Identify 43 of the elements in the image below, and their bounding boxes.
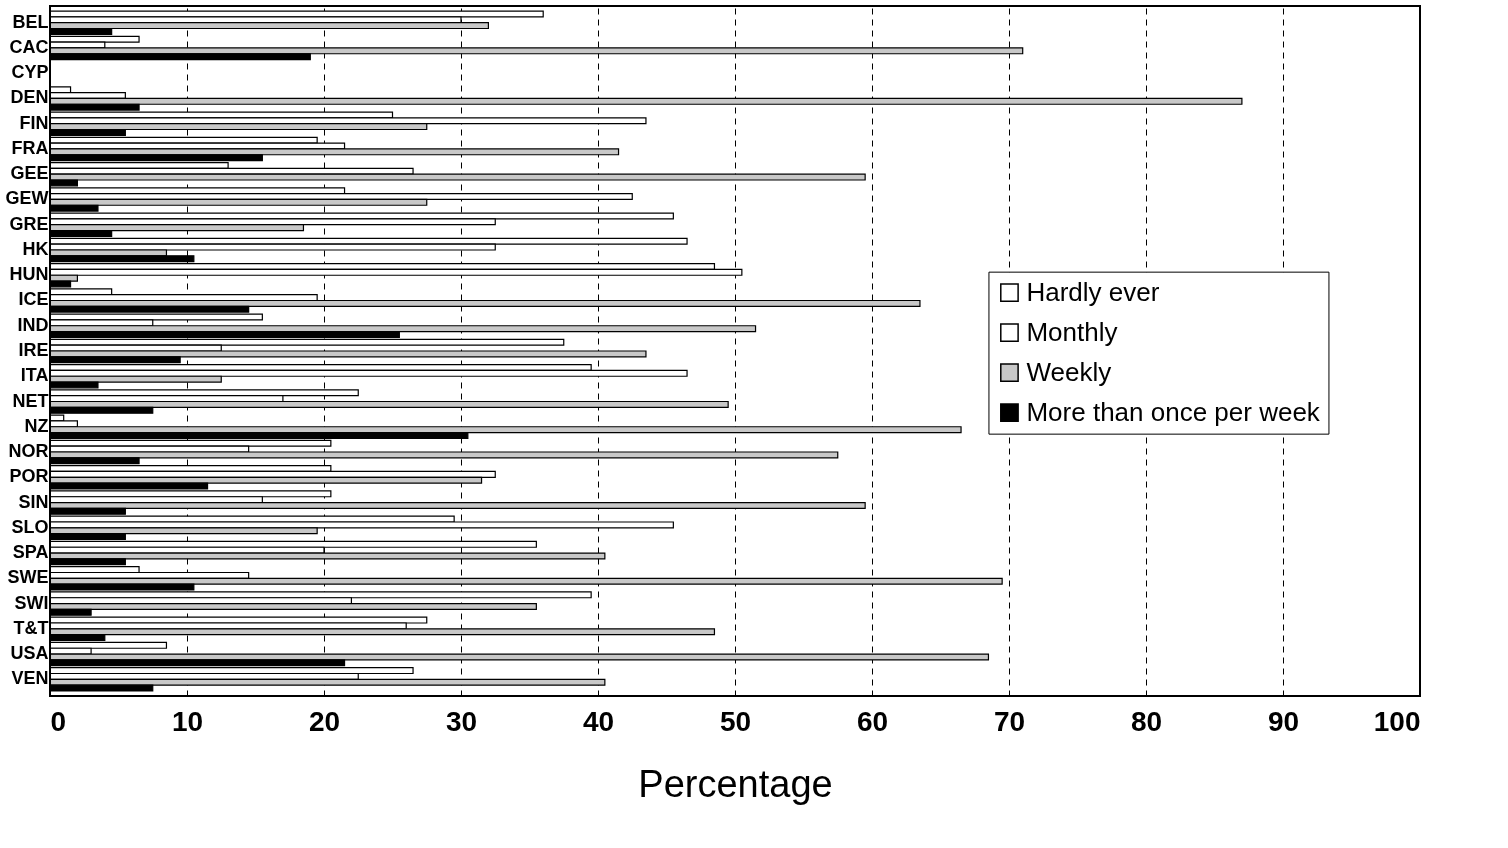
y-tick-label: GEW	[5, 188, 49, 209]
x-tick-label: 70	[993, 705, 1026, 737]
y-tick-label: GEE	[10, 163, 49, 184]
y-tick-label: ICE	[18, 289, 49, 310]
y-tick-label: T&T	[13, 617, 49, 638]
y-tick-label: BEL	[12, 11, 49, 32]
x-axis-title: Percentage	[638, 762, 833, 805]
x-tick-label: 80	[1130, 705, 1163, 737]
y-tick-label: USA	[10, 643, 49, 664]
x-tick-label: 40	[582, 705, 615, 737]
y-tick-label: SIN	[18, 491, 49, 512]
y-tick-label: IRE	[18, 340, 49, 360]
x-tick-label: 20	[308, 705, 341, 737]
y-tick-label: SWI	[14, 592, 49, 613]
y-tick-label: VEN	[11, 668, 49, 689]
x-tick-label: 100	[1373, 705, 1421, 737]
y-tick-label: NOR	[8, 441, 49, 462]
y-tick-label: HUN	[9, 264, 49, 285]
y-tick-label: SPA	[12, 542, 49, 563]
x-tick-label: 0	[50, 705, 67, 737]
y-tick-label: DEN	[10, 87, 49, 108]
legend-label: Hardly ever	[1026, 276, 1160, 307]
legend-label: More than once per week	[1026, 396, 1321, 427]
x-tick-label: 90	[1267, 705, 1300, 737]
x-tick-label: 30	[445, 705, 478, 737]
y-tick-label: NZ	[24, 415, 49, 436]
y-tick-label: SWE	[7, 567, 49, 588]
y-tick-label: SLO	[11, 516, 49, 537]
y-tick-label: ITA	[20, 365, 49, 386]
y-tick-label: NET	[12, 390, 49, 411]
y-tick-label: FRA	[11, 137, 49, 158]
y-tick-label: CAC	[9, 36, 49, 57]
x-tick-label: 50	[719, 705, 752, 737]
x-tick-label: 10	[171, 705, 204, 737]
y-tick-label: POR	[9, 466, 49, 487]
y-tick-label: FIN	[19, 112, 49, 133]
legend-label: Monthly	[1026, 316, 1118, 347]
x-tick-label: 60	[856, 705, 889, 737]
y-tick-label: CYP	[11, 62, 49, 83]
legend-label: Weekly	[1026, 356, 1112, 387]
y-tick-label: GRE	[9, 213, 49, 234]
y-tick-label: IND	[17, 314, 49, 335]
y-tick-label: HK	[22, 238, 49, 259]
